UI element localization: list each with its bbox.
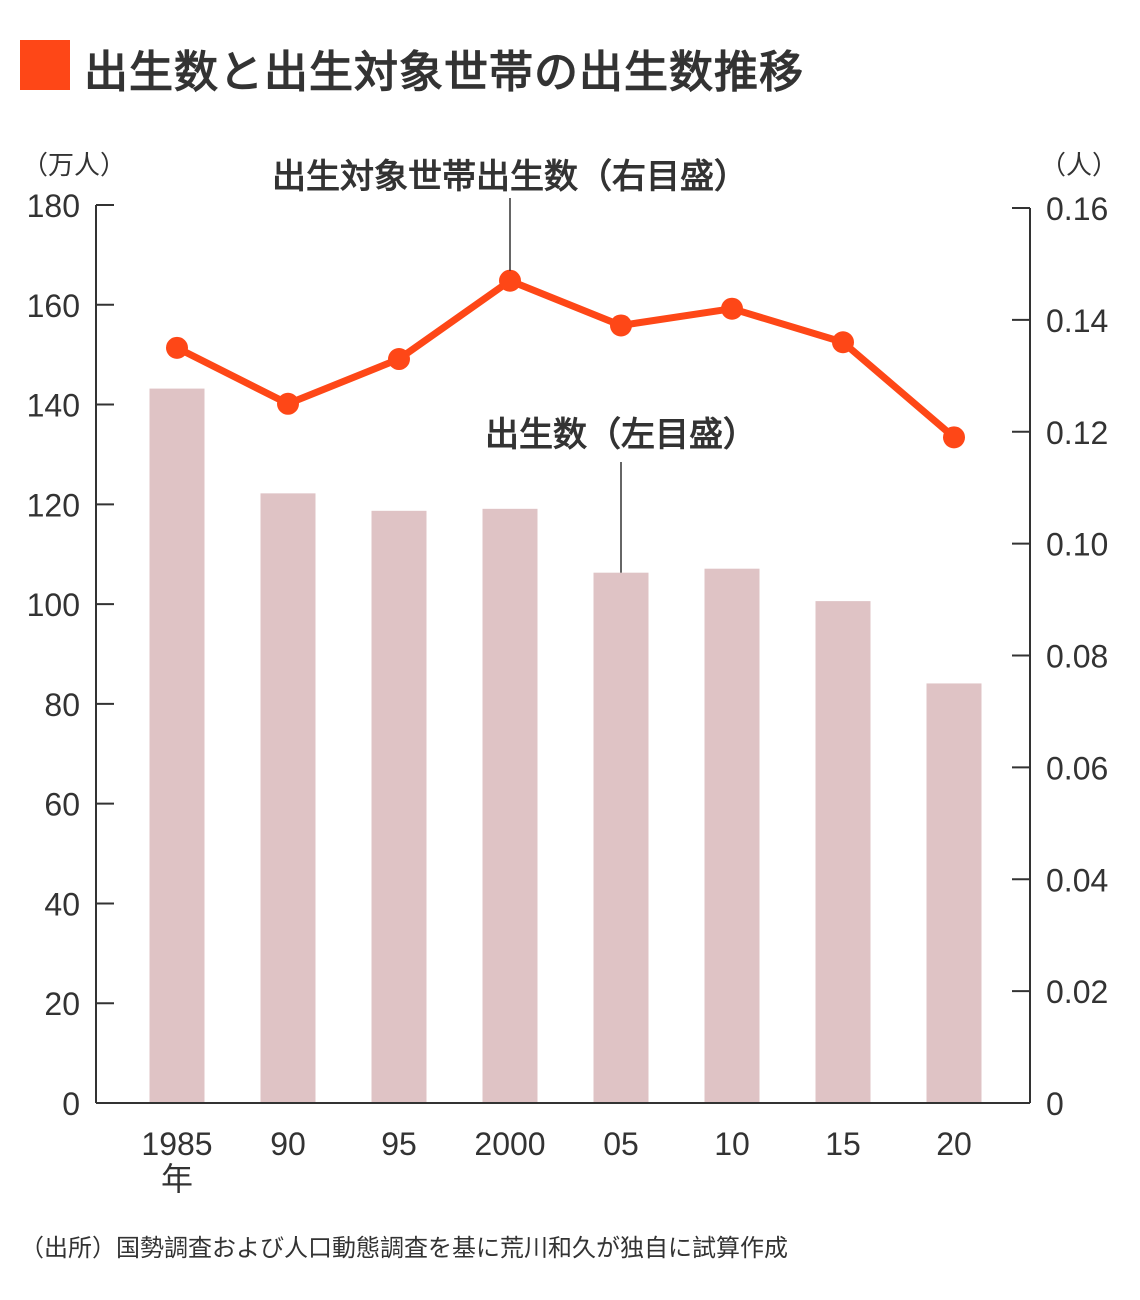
line-point-2000	[499, 269, 521, 292]
left-tick-label: 160	[27, 288, 80, 324]
left-tick-label: 60	[44, 787, 80, 823]
line-point-20	[943, 426, 965, 449]
right-tick-label: 0.08	[1046, 639, 1108, 675]
x-tick-label: 2000	[474, 1126, 545, 1162]
right-tick-label: 0.02	[1046, 974, 1108, 1010]
left-tick-label: 80	[44, 687, 80, 723]
right-tick-label: 0.06	[1046, 750, 1108, 786]
bar-2000	[482, 508, 538, 1103]
bar-20	[926, 683, 982, 1103]
line-annotation: 出生対象世帯出生数（右目盛）	[272, 157, 748, 196]
left-axis-unit: （万人）	[22, 150, 126, 180]
x-tick-label: 10	[714, 1126, 750, 1162]
x-tick-label: 95	[381, 1126, 417, 1162]
x-tick-label: 1985	[141, 1126, 212, 1162]
left-tick-label: 40	[44, 886, 80, 922]
chart-title: 出生数と出生対象世帯の出生数推移	[84, 47, 804, 98]
line-point-90	[277, 392, 299, 415]
right-tick-label: 0.10	[1046, 527, 1108, 563]
right-tick-label: 0	[1046, 1086, 1064, 1122]
right-tick-label: 0.12	[1046, 415, 1108, 451]
left-tick-label: 140	[27, 388, 80, 424]
left-tick-label: 100	[27, 587, 80, 623]
left-tick-label: 0	[62, 1086, 80, 1122]
line-series	[175, 277, 957, 441]
line-point-15	[832, 331, 854, 354]
x-tick-label: 05	[603, 1126, 639, 1162]
right-tick-label: 0.16	[1046, 191, 1108, 227]
right-tick-label: 0.14	[1046, 303, 1108, 339]
title-marker	[20, 40, 70, 90]
left-tick-label: 180	[27, 188, 80, 224]
line-point-05	[610, 314, 632, 337]
bar-15	[815, 601, 871, 1103]
line-point-95	[388, 348, 410, 371]
bar-90	[260, 493, 316, 1103]
bar-95	[371, 510, 427, 1104]
right-tick-label: 0.04	[1046, 862, 1108, 898]
left-tick-label: 20	[44, 986, 80, 1022]
x-tick-label: 90	[270, 1126, 306, 1162]
bar-10	[704, 568, 760, 1103]
bar-1985	[149, 388, 205, 1103]
line-point-1985	[166, 336, 188, 359]
x-unit-label: 年	[161, 1161, 193, 1197]
line-point-10	[721, 297, 743, 320]
x-tick-label: 15	[825, 1126, 861, 1162]
left-tick-label: 120	[27, 487, 80, 523]
bar-annotation: 出生数（左目盛）	[485, 415, 757, 454]
right-axis-unit: （人）	[1040, 150, 1118, 180]
x-tick-label: 20	[936, 1126, 972, 1162]
source-note: （出所）国勢調査および人口動態調査を基に荒川和久が独自に試算作成	[20, 1234, 788, 1262]
bar-05	[593, 572, 649, 1103]
